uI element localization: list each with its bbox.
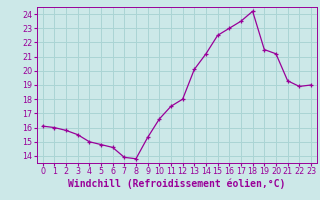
X-axis label: Windchill (Refroidissement éolien,°C): Windchill (Refroidissement éolien,°C) [68,179,285,189]
